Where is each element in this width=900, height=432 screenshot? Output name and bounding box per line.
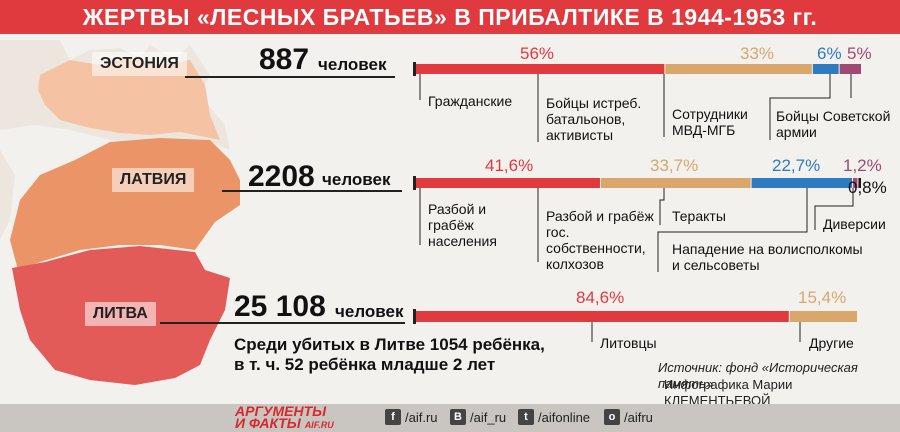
label-estonia-civilians: Гражданские — [428, 93, 513, 109]
twitter-icon: t — [518, 409, 534, 425]
bar-segment-1-4 — [858, 178, 861, 188]
bar-segment-0-3 — [839, 64, 861, 74]
pct-estonia-army: 5% — [847, 44, 872, 63]
pct-lithuania-others: 15,4% — [798, 288, 847, 307]
aif-logo[interactable]: АРГУМЕНТЫ И ФАКТЫ AIF.RU — [235, 403, 334, 431]
social-twitter[interactable]: t /aifonline — [518, 409, 590, 425]
bar-start-tick-2 — [413, 309, 416, 324]
country-label-lithuania: ЛИТВА — [85, 302, 156, 326]
social-odnoklassniki[interactable]: о /aifru — [604, 409, 653, 425]
vk-icon: В — [450, 409, 466, 425]
social-vk-text: /aif_ru — [470, 409, 507, 425]
unit-latvia: человек — [322, 170, 391, 189]
label-estonia-fighters: Бойцы истреб. батальонов, активисты — [546, 95, 642, 143]
label-latvia-terror: Теракты — [672, 208, 726, 224]
facebook-icon: f — [385, 409, 401, 425]
pct-latvia-robbery-state: 33,7% — [650, 156, 699, 175]
total-latvia: 2208 — [248, 160, 315, 193]
label-estonia-army: Бойцы Советской армии — [776, 108, 891, 140]
pct-latvia-terror: 22,7% — [772, 156, 821, 175]
underline-latvia — [222, 190, 402, 192]
social-facebook-text: /aif.ru — [405, 409, 438, 425]
label-latvia-robbery-state: Разбой и грабёж гос. собственности, колх… — [546, 208, 654, 272]
bar-segment-0-2 — [812, 64, 839, 74]
unit-lithuania: человек — [335, 302, 404, 321]
logo-site: AIF.RU — [304, 420, 334, 430]
bar-start-tick-1 — [413, 176, 416, 190]
total-lithuania: 25 108 — [234, 290, 326, 323]
odnoklassniki-icon: о — [604, 409, 620, 425]
pct-estonia-fighters: 33% — [740, 44, 775, 63]
social-odnoklassniki-text: /aifru — [624, 409, 653, 425]
pct-estonia-civilians: 56% — [520, 44, 555, 63]
underline-estonia — [185, 76, 395, 78]
country-label-estonia: ЭСТОНИЯ — [92, 52, 187, 76]
bar-segment-1-1 — [600, 178, 751, 188]
bar-segment-0-1 — [665, 64, 812, 74]
logo-line-1: АРГУМЕНТЫ — [235, 403, 327, 419]
title-bar: ЖЕРТВЫ «ЛЕСНЫХ БРАТЬЕВ» В ПРИБАЛТИКЕ В 1… — [0, 0, 900, 34]
pct-latvia-sabotage: 0,8% — [848, 178, 887, 197]
label-estonia-mvd: Сотрудники МВД-МГБ — [672, 106, 748, 138]
bar-segment-2-1 — [789, 311, 857, 322]
pct-latvia-robbery-pop: 41,6% — [485, 156, 534, 175]
bar-segment-1-2 — [751, 178, 853, 188]
pct-lithuania-lithuanians: 84,6% — [576, 288, 625, 307]
logo-line-2: И ФАКТЫ — [235, 415, 301, 431]
social-facebook[interactable]: f /aif.ru — [385, 409, 438, 425]
bar-segment-1-3 — [853, 178, 858, 188]
map-sea-west — [0, 150, 15, 240]
label-lithuania-lithuanians: Литовцы — [600, 335, 657, 351]
label-latvia-robbery-pop: Разбой и грабёж населения — [428, 201, 497, 249]
label-latvia-attacks: Нападение на волисполкомы и сельсоветы — [672, 241, 863, 273]
bar-segment-2-0 — [415, 311, 789, 322]
social-twitter-text: /aifonline — [538, 409, 591, 425]
label-lithuania-others: Другие — [809, 335, 854, 351]
underline-lithuania — [160, 322, 405, 324]
social-vk[interactable]: В /aif_ru — [450, 409, 506, 425]
map-estonia — [38, 58, 220, 140]
page-title: ЖЕРТВЫ «ЛЕСНЫХ БРАТЬЕВ» В ПРИБАЛТИКЕ В 1… — [82, 3, 818, 30]
pct-estonia-mvd: 6% — [817, 44, 842, 63]
note-line-2: в т. ч. 52 ребёнка младше 2 лет — [234, 355, 496, 374]
country-label-latvia: ЛАТВИЯ — [112, 168, 195, 192]
source-line: Источник: фонд «Историческая память» — [658, 360, 858, 391]
total-estonia: 887 — [259, 43, 310, 76]
label-latvia-sabotage: Диверсии — [823, 216, 886, 232]
unit-estonia: человек — [318, 55, 387, 74]
bar-segment-1-0 — [415, 178, 600, 188]
pct-latvia-attacks: 1,2% — [843, 156, 882, 175]
bar-start-tick-0 — [413, 62, 416, 76]
note-line-1: Среди убитых в Литве 1054 ребёнка, — [234, 335, 545, 354]
bar-segment-0-0 — [415, 64, 665, 74]
